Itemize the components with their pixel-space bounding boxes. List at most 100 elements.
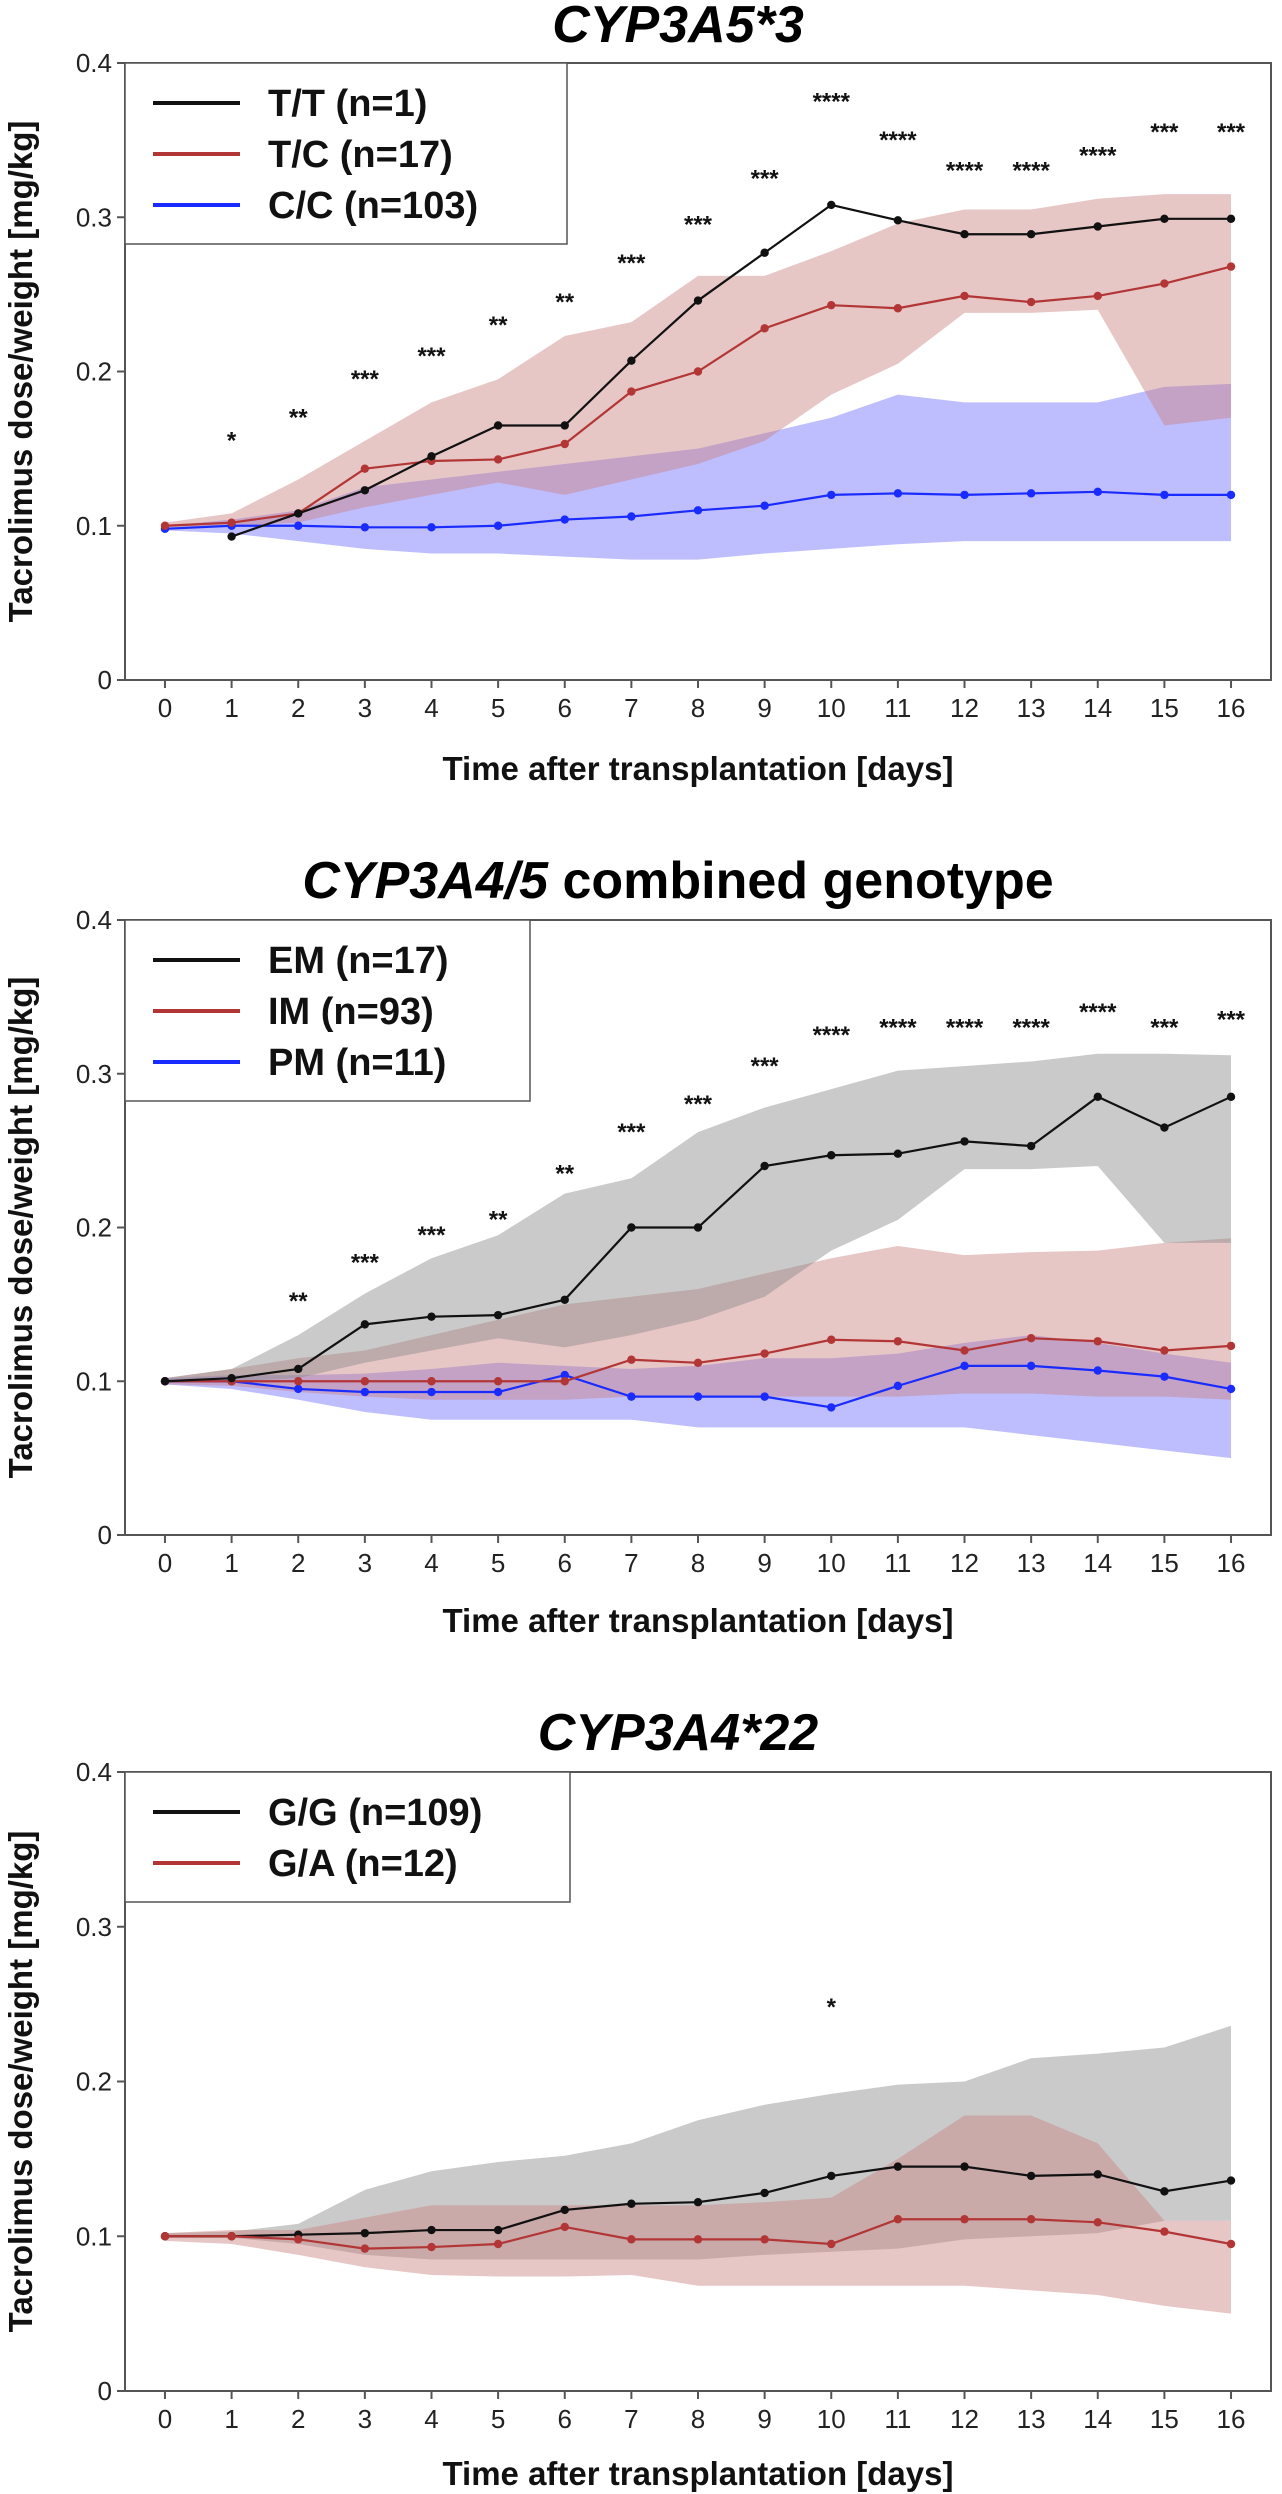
data-point <box>1026 297 1036 307</box>
legend-label: G/A (n=12) <box>268 1843 458 1885</box>
data-point <box>1093 291 1102 301</box>
x-tick-label: 10 <box>817 693 846 723</box>
chart-panel-1: CYP3A5*300.10.20.30.40 1 2 3 4 5 6 7 8 9 10 11 12 13 1… <box>2 0 1272 787</box>
data-point <box>760 1392 769 1401</box>
x-tick-label: 14 <box>1083 693 1112 723</box>
x-tick-label: 4 <box>424 1548 438 1578</box>
data-point <box>1093 487 1102 497</box>
data-point <box>1093 2218 1102 2227</box>
data-point <box>493 1387 503 1397</box>
data-point <box>827 2171 836 2181</box>
data-point <box>560 515 569 524</box>
x-tick-label: 3 <box>358 693 372 723</box>
x-tick-label: 7 <box>624 1548 638 1578</box>
data-point <box>493 455 503 464</box>
significance-label: ** <box>289 1288 308 1315</box>
y-tick-label: 0.4 <box>76 48 112 78</box>
data-point <box>160 1377 170 1386</box>
x-tick-label: 9 <box>757 1548 771 1578</box>
x-tick-label: 1 <box>224 1548 238 1578</box>
y-axis-label: Tacrolimus dose/weight [mg/kg] <box>2 1831 39 2333</box>
series-line-t-t <box>231 203 1232 538</box>
x-axis-label: Time after transplantation [days] <box>442 2455 953 2492</box>
data-point <box>294 509 303 518</box>
data-point <box>760 2235 769 2244</box>
data-point <box>960 1361 969 1371</box>
data-point <box>493 2239 503 2249</box>
chart-title-rest: combined genotype <box>548 852 1054 910</box>
legend: G/G (n=109) G/A (n=12) <box>124 1771 571 1903</box>
y-tick-label: 0.4 <box>76 1757 112 1787</box>
x-tick-label: 12 <box>950 1548 979 1578</box>
data-point <box>560 421 569 430</box>
y-tick-label: 0.2 <box>76 1213 112 1243</box>
x-tick-label: 11 <box>884 1548 911 1578</box>
data-point <box>760 1161 769 1171</box>
x-tick-label: 2 <box>291 2404 305 2434</box>
significance-label: ** <box>489 1207 508 1234</box>
significance-label: *** <box>417 343 446 370</box>
data-point <box>960 490 969 500</box>
data-point <box>1160 1123 1169 1132</box>
x-tick-label: 16 <box>1217 693 1246 723</box>
x-tick-label: 6 <box>558 2404 572 2434</box>
data-point <box>693 367 703 376</box>
significance-label: ** <box>489 312 508 339</box>
data-point <box>1226 262 1236 271</box>
significance-label: **** <box>946 158 984 185</box>
legend-label: EM (n=17) <box>268 940 449 982</box>
data-point <box>294 1377 303 1386</box>
data-point <box>1226 214 1236 223</box>
data-point <box>827 1403 836 1412</box>
data-point <box>1226 490 1236 500</box>
chart-title-italic: CYP3A5*3 <box>552 0 804 54</box>
significance-label: *** <box>1150 1014 1179 1041</box>
legend-label: T/T (n=1) <box>268 83 427 125</box>
significance-label: *** <box>417 1222 446 1249</box>
data-point <box>1026 2215 1036 2224</box>
significance-label: **** <box>1079 999 1117 1026</box>
x-tick-label: 6 <box>558 693 572 723</box>
data-point <box>360 486 370 495</box>
x-tick-label: 8 <box>691 693 705 723</box>
data-point <box>1226 1341 1236 1351</box>
significance-label: **** <box>813 1022 851 1049</box>
significance-label: **** <box>946 1014 984 1041</box>
data-point <box>893 489 903 498</box>
significance-label: *** <box>1217 119 1246 146</box>
data-point <box>627 1355 636 1364</box>
data-point <box>560 2205 569 2215</box>
data-point <box>893 304 903 313</box>
x-tick-label: 0 <box>158 1548 172 1578</box>
x-axis-label: Time after transplantation [days] <box>442 1602 953 1639</box>
data-point <box>1160 2187 1169 2196</box>
significance-label: **** <box>1012 1014 1050 1041</box>
legend-label: C/C (n=103) <box>268 185 478 227</box>
data-point <box>427 452 436 461</box>
data-point <box>1160 1372 1169 1381</box>
x-axis-label: Time after transplantation [days] <box>442 750 953 787</box>
data-point <box>1226 1092 1236 1102</box>
data-point <box>693 1358 703 1368</box>
x-tick-label: 3 <box>358 2404 372 2434</box>
data-point <box>627 1223 636 1232</box>
significance-label: * <box>227 428 237 455</box>
data-point <box>560 2222 569 2232</box>
data-point <box>827 2239 836 2249</box>
data-point <box>1093 1337 1102 1346</box>
data-point <box>1160 279 1169 288</box>
y-tick-label: 0.3 <box>76 1912 112 1942</box>
significance-label: *** <box>617 1119 646 1146</box>
x-tick-label: 15 <box>1150 693 1179 723</box>
x-tick-label: 15 <box>1150 2404 1179 2434</box>
data-point <box>560 1377 569 1386</box>
significance-label: *** <box>351 1250 380 1277</box>
data-point <box>960 2162 969 2171</box>
x-tick-label: 3 <box>358 1548 372 1578</box>
data-point <box>1226 2176 1236 2185</box>
data-point <box>693 506 703 515</box>
data-point <box>427 523 436 532</box>
significance-label: ** <box>555 1160 574 1187</box>
data-point <box>560 1370 569 1380</box>
